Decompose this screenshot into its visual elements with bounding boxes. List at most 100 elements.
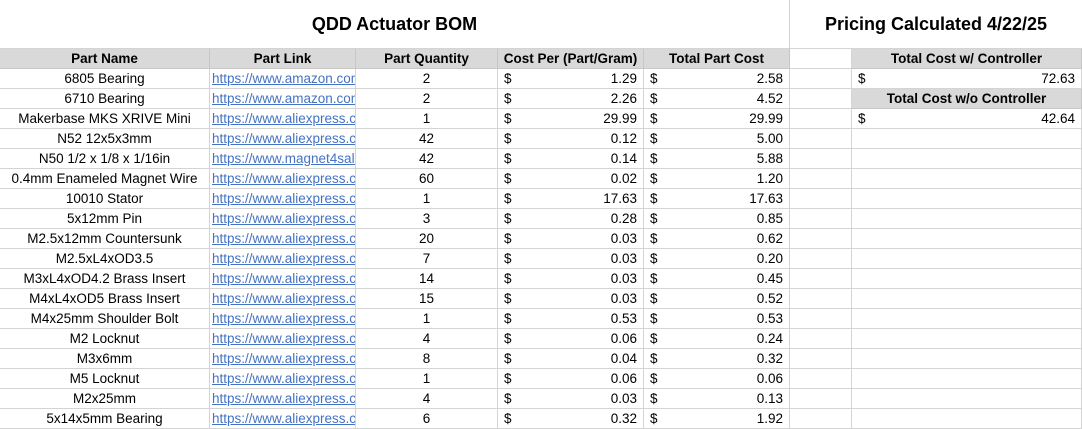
part-quantity-cell[interactable]: 8 [356, 349, 498, 369]
part-quantity-cell[interactable]: 2 [356, 89, 498, 109]
cost-per-cell[interactable]: $0.12 [498, 129, 644, 149]
part-name-cell[interactable]: 6710 Bearing [0, 89, 210, 109]
cost-per-cell[interactable]: $0.14 [498, 149, 644, 169]
pricing-cell[interactable] [852, 349, 1082, 369]
part-link[interactable]: https://www.aliexpress.com [210, 249, 356, 269]
total-cost-cell[interactable]: $0.52 [644, 289, 790, 309]
part-quantity-cell[interactable]: 20 [356, 229, 498, 249]
pricing-cell[interactable] [852, 229, 1082, 249]
part-quantity-cell[interactable]: 6 [356, 409, 498, 429]
part-name-cell[interactable]: 5x12mm Pin [0, 209, 210, 229]
part-quantity-cell[interactable]: 4 [356, 389, 498, 409]
cost-per-cell[interactable]: $0.53 [498, 309, 644, 329]
empty-cell[interactable] [790, 349, 852, 369]
cost-per-cell[interactable]: $0.03 [498, 249, 644, 269]
total-cost-cell[interactable]: $0.32 [644, 349, 790, 369]
empty-cell[interactable] [790, 209, 852, 229]
pricing-cell[interactable] [852, 329, 1082, 349]
empty-cell[interactable] [790, 129, 852, 149]
part-quantity-cell[interactable]: 1 [356, 369, 498, 389]
cost-per-cell[interactable]: $0.06 [498, 329, 644, 349]
total-cost-cell[interactable]: $0.62 [644, 229, 790, 249]
pricing-cell[interactable] [852, 289, 1082, 309]
part-name-cell[interactable]: 6805 Bearing [0, 69, 210, 89]
empty-cell[interactable] [790, 229, 852, 249]
total-cost-cell[interactable]: $1.20 [644, 169, 790, 189]
total-cost-cell[interactable]: $4.52 [644, 89, 790, 109]
total-cost-cell[interactable]: $0.13 [644, 389, 790, 409]
pricing-cell[interactable] [852, 209, 1082, 229]
cost-per-cell[interactable]: $1.29 [498, 69, 644, 89]
part-name-cell[interactable]: M2.5x12mm Countersunk [0, 229, 210, 249]
part-quantity-cell[interactable]: 15 [356, 289, 498, 309]
part-name-cell[interactable]: 10010 Stator [0, 189, 210, 209]
pricing-cell[interactable] [852, 249, 1082, 269]
cost-per-cell[interactable]: $0.04 [498, 349, 644, 369]
empty-cell[interactable] [790, 289, 852, 309]
part-name-cell[interactable]: N52 12x5x3mm [0, 129, 210, 149]
part-link[interactable]: https://www.aliexpress.com [210, 169, 356, 189]
total-cost-cell[interactable]: $0.24 [644, 329, 790, 349]
part-link[interactable]: https://www.aliexpress.com [210, 289, 356, 309]
part-quantity-cell[interactable]: 60 [356, 169, 498, 189]
part-link[interactable]: https://www.aliexpress.com [210, 229, 356, 249]
part-link[interactable]: https://www.aliexpress.com [210, 369, 356, 389]
pricing-cell[interactable] [852, 309, 1082, 329]
part-link[interactable]: https://www.aliexpress.com [210, 309, 356, 329]
cost-per-cell[interactable]: $0.28 [498, 209, 644, 229]
pricing-cell[interactable] [852, 409, 1082, 429]
cost-per-cell[interactable]: $17.63 [498, 189, 644, 209]
empty-cell[interactable] [790, 409, 852, 429]
part-name-cell[interactable]: M3xL4xOD4.2 Brass Insert [0, 269, 210, 289]
cost-per-cell[interactable]: $0.06 [498, 369, 644, 389]
part-link[interactable]: https://www.aliexpress.com [210, 129, 356, 149]
part-link[interactable]: https://www.aliexpress.com [210, 109, 356, 129]
part-link[interactable]: https://www.aliexpress.com [210, 209, 356, 229]
empty-cell[interactable] [790, 109, 852, 129]
part-name-cell[interactable]: 5x14x5mm Bearing [0, 409, 210, 429]
empty-cell[interactable] [790, 89, 852, 109]
cost-per-cell[interactable]: $0.02 [498, 169, 644, 189]
part-quantity-cell[interactable]: 2 [356, 69, 498, 89]
part-name-cell[interactable]: M2.5xL4xOD3.5 [0, 249, 210, 269]
cost-per-cell[interactable]: $0.03 [498, 389, 644, 409]
empty-cell[interactable] [790, 309, 852, 329]
part-name-cell[interactable]: M4x25mm Shoulder Bolt [0, 309, 210, 329]
pricing-cell[interactable] [852, 129, 1082, 149]
part-quantity-cell[interactable]: 1 [356, 309, 498, 329]
empty-cell[interactable] [790, 389, 852, 409]
total-cost-cell[interactable]: $2.58 [644, 69, 790, 89]
pricing-cell[interactable] [852, 369, 1082, 389]
part-quantity-cell[interactable]: 14 [356, 269, 498, 289]
empty-cell[interactable] [790, 69, 852, 89]
part-name-cell[interactable]: N50 1/2 x 1/8 x 1/16in [0, 149, 210, 169]
pricing-cell[interactable]: $42.64 [852, 109, 1082, 129]
cost-per-cell[interactable]: $2.26 [498, 89, 644, 109]
pricing-cell[interactable] [852, 269, 1082, 289]
empty-cell[interactable] [790, 49, 852, 69]
part-link[interactable]: https://www.aliexpress.com [210, 329, 356, 349]
part-name-cell[interactable]: M5 Locknut [0, 369, 210, 389]
part-name-cell[interactable]: M4xL4xOD5 Brass Insert [0, 289, 210, 309]
part-link[interactable]: https://www.aliexpress.com [210, 409, 356, 429]
part-name-cell[interactable]: M2x25mm [0, 389, 210, 409]
total-cost-cell[interactable]: $0.53 [644, 309, 790, 329]
cost-per-cell[interactable]: $0.03 [498, 269, 644, 289]
part-quantity-cell[interactable]: 3 [356, 209, 498, 229]
cost-per-cell[interactable]: $0.32 [498, 409, 644, 429]
total-cost-cell[interactable]: $29.99 [644, 109, 790, 129]
total-cost-cell[interactable]: $0.85 [644, 209, 790, 229]
part-link[interactable]: https://www.aliexpress.com [210, 349, 356, 369]
empty-cell[interactable] [790, 249, 852, 269]
empty-cell[interactable] [790, 189, 852, 209]
empty-cell[interactable] [790, 269, 852, 289]
part-link[interactable]: https://www.aliexpress.com [210, 269, 356, 289]
empty-cell[interactable] [790, 169, 852, 189]
part-quantity-cell[interactable]: 1 [356, 189, 498, 209]
empty-cell[interactable] [790, 149, 852, 169]
pricing-cell[interactable] [852, 389, 1082, 409]
part-link[interactable]: https://www.aliexpress.com [210, 189, 356, 209]
pricing-cell[interactable] [852, 189, 1082, 209]
total-cost-cell[interactable]: $0.45 [644, 269, 790, 289]
cost-per-cell[interactable]: $0.03 [498, 229, 644, 249]
